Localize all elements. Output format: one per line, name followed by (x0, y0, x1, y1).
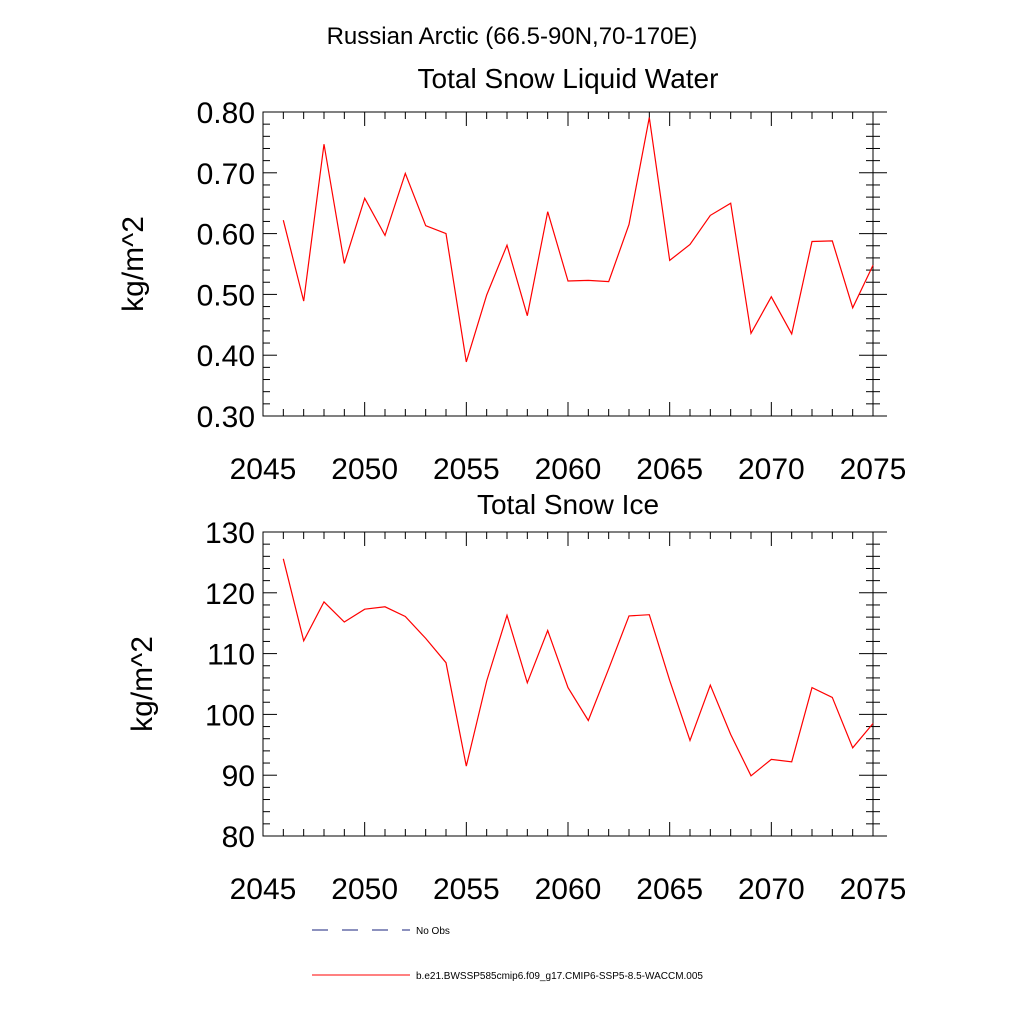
x-tick-label: 2065 (636, 453, 703, 486)
x-tick-label: 2060 (535, 873, 602, 906)
y-tick-label: 130 (205, 517, 255, 550)
chart-title: Total Snow Liquid Water (418, 63, 719, 94)
chart-panel-1: Total Snow Liquid Water kg/m^2 2045 2050 205… (117, 63, 906, 486)
y-tick-label: 0.70 (197, 158, 255, 191)
series-line (282, 558, 874, 777)
x-tick-label: 2045 (230, 453, 297, 486)
x-tick-label: 2050 (331, 873, 398, 906)
chart-panels: Total Snow Liquid Water kg/m^2 2045 2050 205… (117, 63, 906, 906)
y-tick-label: 0.30 (197, 401, 255, 434)
y-tick-label: 90 (222, 760, 255, 793)
x-tick-label: 2075 (840, 873, 907, 906)
x-tick-label: 2065 (636, 873, 703, 906)
y-tick-label: 0.80 (197, 97, 255, 130)
x-tick-label: 2050 (331, 453, 398, 486)
chart-title: Total Snow Ice (477, 489, 659, 520)
legend-label: b.e21.BWSSP585cmip6.f09_g17.CMIP6-SSP5-8… (416, 971, 703, 982)
x-tick-label: 2075 (840, 453, 907, 486)
y-tick-label: 0.60 (197, 219, 255, 252)
plot-frame (262, 111, 874, 417)
x-tick-label: 2055 (433, 453, 500, 486)
y-tick-label: 100 (205, 699, 255, 732)
y-axis-label: kg/m^2 (126, 636, 159, 732)
x-tick-label: 2070 (738, 453, 805, 486)
legend-item-2: b.e21.BWSSP585cmip6.f09_g17.CMIP6-SSP5-8… (312, 971, 703, 982)
x-tick-label: 2045 (230, 873, 297, 906)
legend-item-1: No Obs (312, 926, 450, 937)
y-tick-label: 80 (222, 821, 255, 854)
y-tick-label: 120 (205, 578, 255, 611)
plot-frame (262, 531, 874, 837)
legend-label: No Obs (416, 926, 450, 937)
x-tick-label: 2060 (535, 453, 602, 486)
chart-panel-2: Total Snow Ice kg/m^2 2045 2050 2055 2060 2065… (126, 489, 906, 906)
y-tick-label: 0.40 (197, 340, 255, 373)
x-tick-label: 2055 (433, 873, 500, 906)
page-title: Russian Arctic (66.5-90N,70-170E) (327, 23, 698, 50)
legend: No Obs b.e21.BWSSP585cmip6.f09_g17.CMIP6-… (312, 926, 703, 982)
x-tick-label: 2070 (738, 873, 805, 906)
y-tick-label: 0.50 (197, 279, 255, 312)
y-axis-label: kg/m^2 (117, 216, 150, 312)
y-tick-label: 110 (207, 639, 255, 672)
series-line (282, 117, 874, 363)
